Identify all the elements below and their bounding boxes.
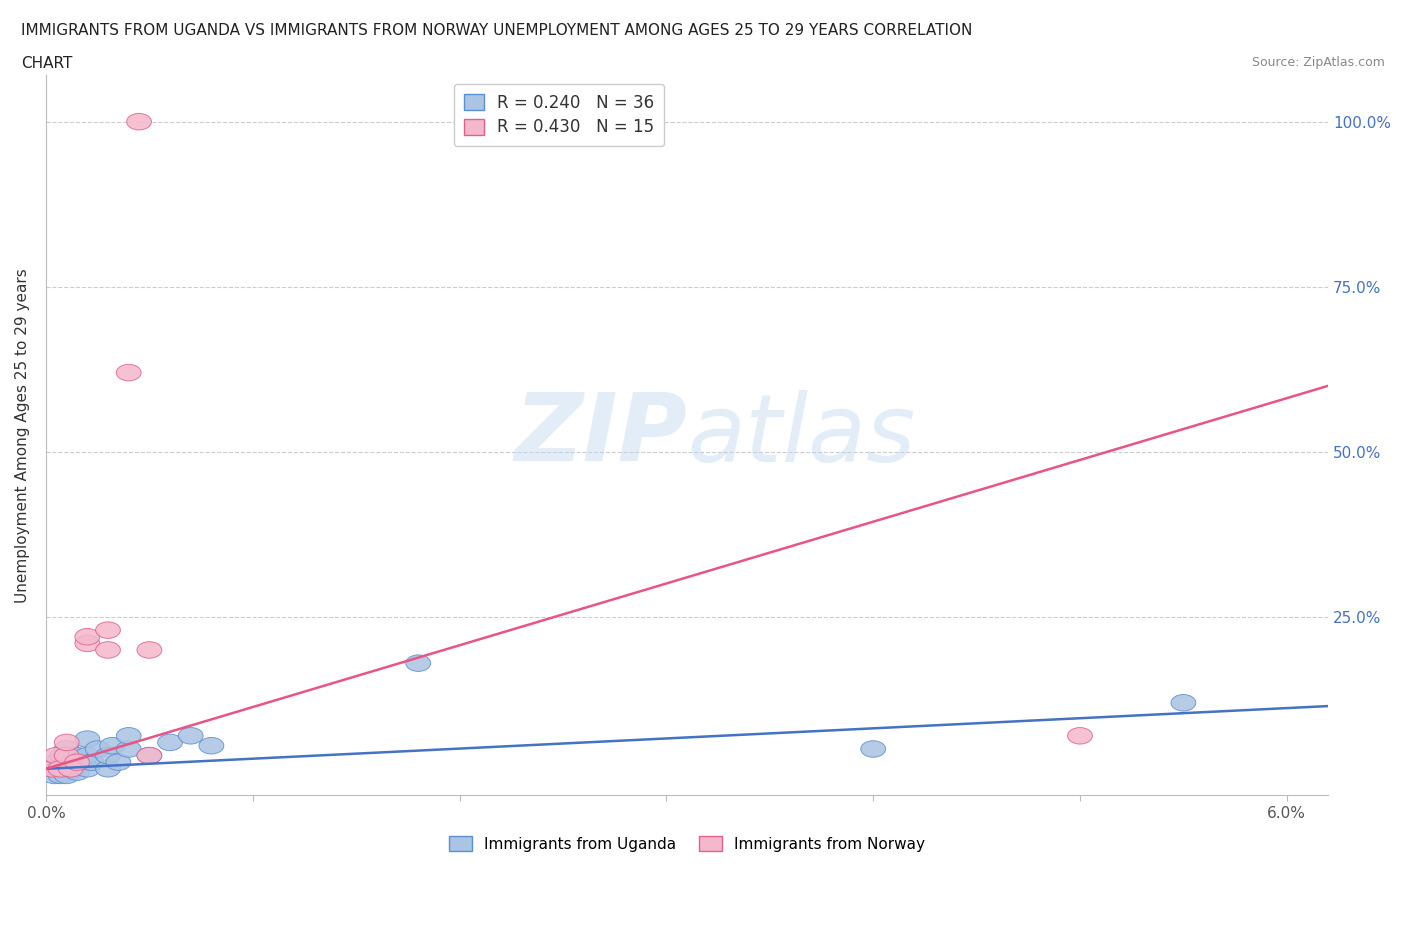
Ellipse shape [79, 754, 104, 770]
Y-axis label: Unemployment Among Ages 25 to 29 years: Unemployment Among Ages 25 to 29 years [15, 268, 30, 603]
Ellipse shape [75, 635, 100, 652]
Ellipse shape [65, 748, 90, 764]
Ellipse shape [59, 761, 83, 777]
Ellipse shape [75, 761, 100, 777]
Ellipse shape [96, 622, 121, 638]
Ellipse shape [860, 741, 886, 757]
Ellipse shape [60, 754, 86, 770]
Ellipse shape [127, 113, 152, 130]
Ellipse shape [179, 727, 202, 744]
Ellipse shape [55, 767, 79, 784]
Ellipse shape [55, 754, 79, 770]
Ellipse shape [75, 629, 100, 645]
Text: atlas: atlas [688, 390, 915, 481]
Ellipse shape [136, 748, 162, 764]
Text: Source: ZipAtlas.com: Source: ZipAtlas.com [1251, 56, 1385, 69]
Ellipse shape [100, 737, 125, 754]
Ellipse shape [96, 761, 121, 777]
Ellipse shape [51, 748, 75, 764]
Ellipse shape [105, 754, 131, 770]
Ellipse shape [55, 741, 79, 757]
Ellipse shape [46, 761, 70, 777]
Ellipse shape [136, 748, 162, 764]
Ellipse shape [117, 741, 141, 757]
Ellipse shape [55, 748, 79, 764]
Text: CHART: CHART [21, 56, 73, 71]
Ellipse shape [157, 734, 183, 751]
Ellipse shape [65, 754, 90, 770]
Ellipse shape [51, 754, 75, 770]
Ellipse shape [62, 761, 87, 777]
Ellipse shape [39, 761, 65, 777]
Legend: Immigrants from Uganda, Immigrants from Norway: Immigrants from Uganda, Immigrants from … [441, 829, 932, 859]
Text: ZIP: ZIP [515, 390, 688, 482]
Ellipse shape [200, 737, 224, 754]
Ellipse shape [48, 767, 73, 784]
Ellipse shape [59, 761, 83, 777]
Ellipse shape [86, 741, 110, 757]
Ellipse shape [44, 754, 69, 770]
Ellipse shape [70, 754, 96, 770]
Ellipse shape [1067, 727, 1092, 744]
Ellipse shape [55, 734, 79, 751]
Ellipse shape [117, 365, 141, 381]
Ellipse shape [52, 761, 77, 777]
Ellipse shape [42, 767, 66, 784]
Text: IMMIGRANTS FROM UGANDA VS IMMIGRANTS FROM NORWAY UNEMPLOYMENT AMONG AGES 25 TO 2: IMMIGRANTS FROM UGANDA VS IMMIGRANTS FRO… [21, 23, 973, 38]
Ellipse shape [65, 764, 90, 780]
Ellipse shape [48, 761, 73, 777]
Ellipse shape [1171, 695, 1195, 711]
Ellipse shape [406, 655, 430, 671]
Ellipse shape [117, 727, 141, 744]
Ellipse shape [44, 748, 69, 764]
Ellipse shape [96, 748, 121, 764]
Ellipse shape [96, 642, 121, 658]
Ellipse shape [75, 731, 100, 748]
Ellipse shape [136, 642, 162, 658]
Ellipse shape [39, 761, 65, 777]
Ellipse shape [59, 748, 83, 764]
Ellipse shape [75, 748, 100, 764]
